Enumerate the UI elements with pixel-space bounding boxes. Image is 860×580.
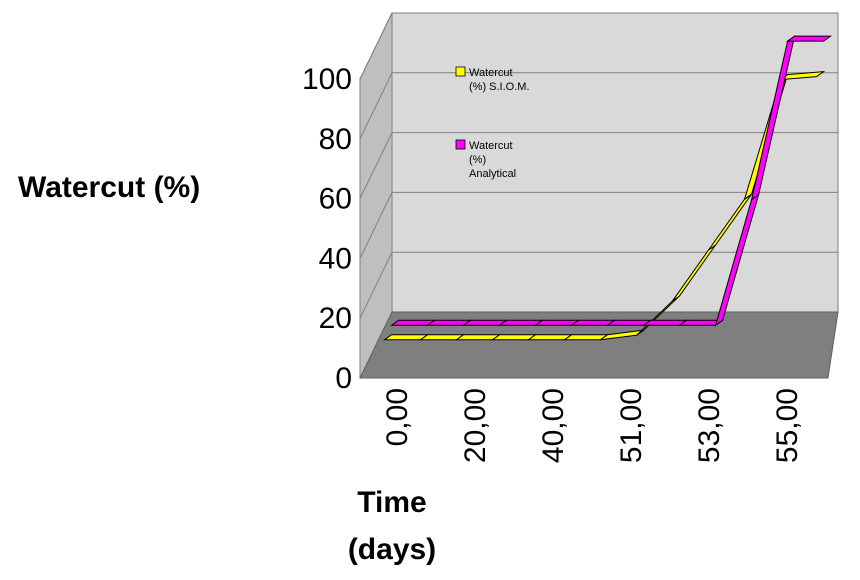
y-axis-ticks: 0 20 40 60 80 100 <box>302 63 352 395</box>
floor <box>359 311 839 379</box>
legend-label-analytical-line-1: Watercut <box>469 140 513 152</box>
legend-label-analytical-line-2: (%) <box>469 154 486 166</box>
legend-label-siom-line-2: (%) S.I.O.M. <box>469 81 530 93</box>
x-tick-label: 53,00 <box>693 388 726 463</box>
y-tick-label: 80 <box>319 123 352 156</box>
gridline-side <box>359 192 393 259</box>
gridline-side <box>359 251 393 319</box>
gridline-side <box>359 72 393 140</box>
y-tick-label: 100 <box>302 63 352 96</box>
legend-swatch-siom <box>455 66 466 77</box>
legend-label-analytical-line-3: Analytical <box>469 168 516 180</box>
x-tick-label: 51,00 <box>615 388 648 463</box>
gridline-side <box>359 132 393 199</box>
x-tick-label: 20,00 <box>459 388 492 463</box>
chart-walls <box>359 12 839 379</box>
x-axis-ticks: 0,00 20,00 40,00 51,00 53,00 55,00 <box>381 388 804 463</box>
y-tick-label: 60 <box>319 183 352 216</box>
series-segment <box>786 35 833 42</box>
legend-label-siom-line-1: Watercut <box>469 67 513 79</box>
x-axis-label-line-1: Time <box>357 486 426 519</box>
x-axis-label-line-2: (days) <box>348 533 436 566</box>
gridline-side <box>359 12 393 80</box>
x-tick-label: 40,00 <box>537 388 570 463</box>
x-tick-label: 0,00 <box>381 388 414 446</box>
series-analytical <box>390 34 833 327</box>
y-tick-label: 0 <box>335 362 352 395</box>
y-tick-label: 40 <box>319 242 352 275</box>
y-tick-label: 20 <box>319 302 352 335</box>
x-tick-label: 55,00 <box>771 388 804 463</box>
gridlines <box>359 12 838 319</box>
back-wall <box>391 12 839 313</box>
series-group <box>382 34 833 341</box>
legend: Watercut (%) S.I.O.M. Watercut (%) Analy… <box>455 66 530 180</box>
legend-swatch-analytical <box>455 139 466 150</box>
y-axis-label: Watercut (%) <box>18 171 200 204</box>
